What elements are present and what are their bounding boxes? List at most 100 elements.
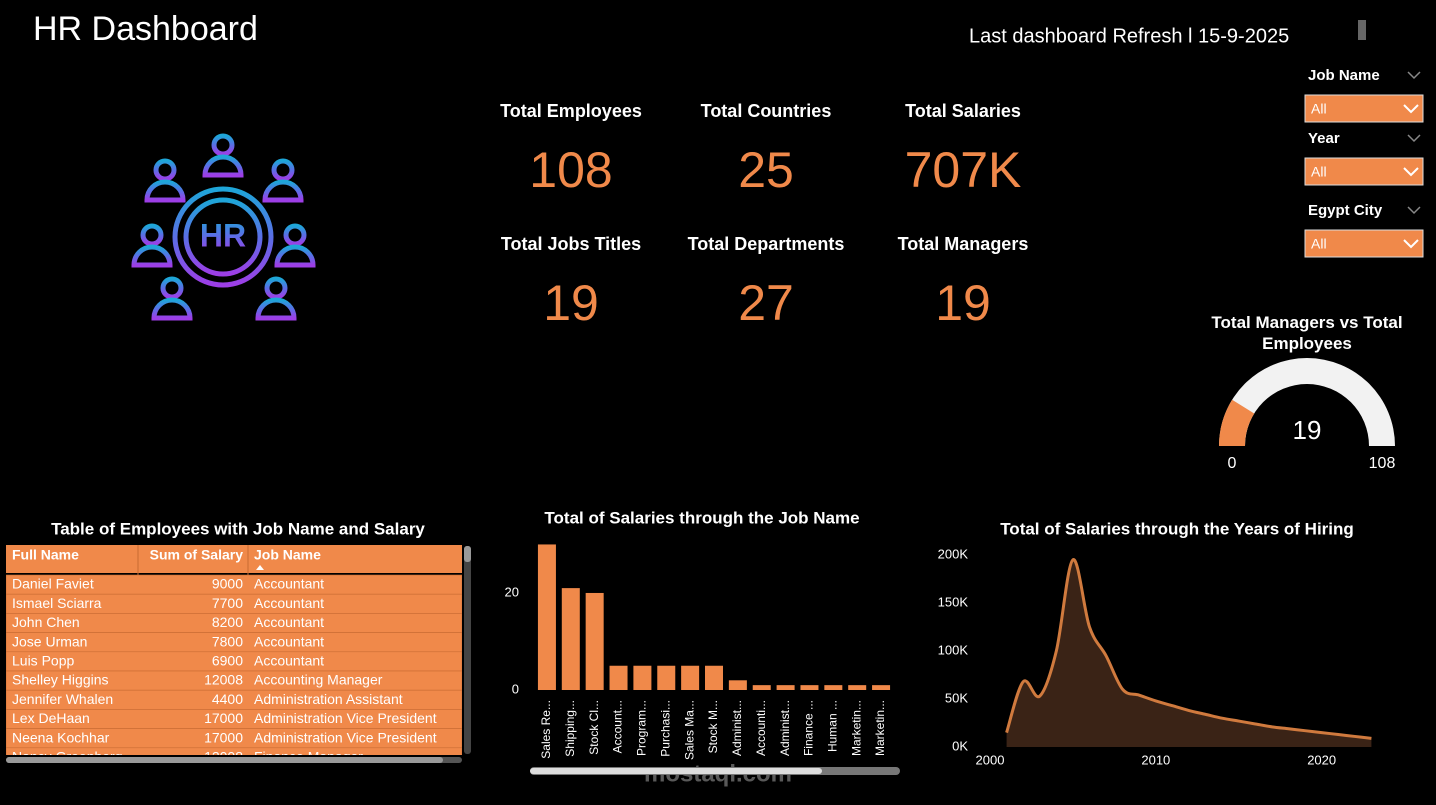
table-cell: Accounting Manager <box>254 672 383 688</box>
table-cell: Ismael Sciarra <box>12 595 102 611</box>
kpi-label: Total Salaries <box>905 101 1021 121</box>
x-tick-label: Purchasi... <box>658 700 672 757</box>
table-cell: John Chen <box>12 614 80 630</box>
table-cell: Accountant <box>254 595 324 611</box>
bar[interactable] <box>537 544 556 690</box>
table-cell: Luis Popp <box>12 653 74 669</box>
x-tick-label: Stock Cl... <box>587 700 601 755</box>
bar[interactable] <box>824 685 843 690</box>
bar[interactable] <box>561 588 580 690</box>
filter-collapse[interactable] <box>1407 71 1421 80</box>
bar[interactable] <box>800 685 819 690</box>
person-head <box>283 223 307 247</box>
filter-collapse[interactable] <box>1407 134 1421 143</box>
bar[interactable] <box>776 685 795 690</box>
person-head <box>160 276 184 300</box>
person-head <box>153 158 177 182</box>
bar[interactable] <box>609 665 628 690</box>
y-tick-label: 150K <box>938 594 969 609</box>
kpi-value: 19 <box>543 275 599 331</box>
gauge-title-box: Total Managers vs Total Employees <box>1211 313 1403 353</box>
kpi-label: Total Managers <box>898 234 1029 254</box>
table-cell: Accountant <box>254 653 324 669</box>
v-scroll-thumb[interactable] <box>464 546 471 562</box>
v-scrollbar[interactable] <box>464 546 471 754</box>
kpi-value: 108 <box>529 142 612 198</box>
bar[interactable] <box>585 592 604 690</box>
x-tick-label: Shipping... <box>563 700 577 757</box>
table-cell: Accountant <box>254 576 324 592</box>
column-header[interactable]: Sum of Salary <box>150 547 244 563</box>
filter-dropdown[interactable] <box>1304 94 1424 123</box>
table-cell: 17000 <box>204 729 243 745</box>
kpi-label: Total Employees <box>500 101 642 121</box>
kpi-label: Total Departments <box>688 234 845 254</box>
column-header[interactable]: Job Name <box>254 547 321 563</box>
table-cell: Neena Kochhar <box>12 729 110 745</box>
bar[interactable] <box>848 685 867 690</box>
table-title: Table of Employees with Job Name and Sal… <box>51 519 425 538</box>
filter-dropdown[interactable] <box>1304 157 1424 186</box>
table-cell: Accountant <box>254 614 324 630</box>
x-tick-label: Program... <box>635 700 649 756</box>
person-body <box>144 179 186 203</box>
person-body <box>274 244 316 268</box>
chart-title: Total of Salaries through the Years of H… <box>1000 519 1354 538</box>
table-cell: 9000 <box>212 576 243 592</box>
table-cell: 7800 <box>212 633 243 649</box>
h-scroll-thumb[interactable] <box>6 757 443 763</box>
table-cell: Jennifer Whalen <box>12 691 113 707</box>
column-header[interactable]: Full Name <box>12 547 79 563</box>
kpi-label: Total Jobs Titles <box>501 234 641 254</box>
kpi-label: Total Countries <box>701 101 832 121</box>
filter-dropdown[interactable] <box>1304 229 1424 258</box>
x-tick-label: Accounti... <box>754 700 768 756</box>
table-cell: 12008 <box>204 749 243 765</box>
bar[interactable] <box>705 665 723 690</box>
x-tick-label: Sales Re... <box>539 700 553 759</box>
bar[interactable] <box>633 665 652 690</box>
gauge-title: Total Managers vs Total Employees <box>1211 313 1403 353</box>
menu-handle[interactable] <box>1358 20 1366 40</box>
chart-title: Total of Salaries through the Job Name <box>544 508 859 527</box>
y-tick-label: 100K <box>938 642 969 657</box>
bar[interactable] <box>752 685 771 690</box>
y-tick-label: 200K <box>938 546 969 561</box>
y-tick-label: 0K <box>952 738 968 753</box>
bar[interactable] <box>728 680 747 690</box>
person-head <box>264 276 288 300</box>
hr-logo <box>131 133 316 321</box>
logo-text: HR <box>200 217 246 253</box>
bar[interactable] <box>681 665 700 690</box>
x-tick-label: 2000 <box>976 752 1005 767</box>
x-tick-label: Marketin... <box>873 700 887 756</box>
table-header-bg <box>6 545 462 573</box>
kpi-value: 707K <box>905 142 1022 198</box>
table-cell: 7700 <box>212 595 243 611</box>
table-cell: Lex DeHaan <box>12 710 90 726</box>
table-cell: 12008 <box>204 672 243 688</box>
kpi-value: 25 <box>738 142 794 198</box>
person-head <box>271 158 295 182</box>
x-tick-label: Stock M... <box>706 700 720 753</box>
table-cell: Daniel Faviet <box>12 576 94 592</box>
table-cell: Administration Assistant <box>254 691 403 707</box>
y-tick-label: 20 <box>505 584 519 599</box>
dropdown-chevron <box>1403 239 1419 249</box>
h-scroll-thumb[interactable] <box>530 768 822 774</box>
table-cell: Administration Vice President <box>254 729 437 745</box>
filter-value: All <box>1311 236 1327 252</box>
bar[interactable] <box>657 665 676 690</box>
table-row <box>6 747 462 755</box>
x-tick-label: Account... <box>611 700 625 753</box>
filter-label: Egypt City <box>1308 202 1383 219</box>
filter-label: Job Name <box>1308 67 1380 84</box>
sort-indicator <box>256 565 264 570</box>
person-head <box>140 223 164 247</box>
table-cell: 6900 <box>212 653 243 669</box>
bar[interactable] <box>872 685 891 690</box>
filter-collapse[interactable] <box>1407 206 1421 215</box>
person-body <box>151 297 193 321</box>
